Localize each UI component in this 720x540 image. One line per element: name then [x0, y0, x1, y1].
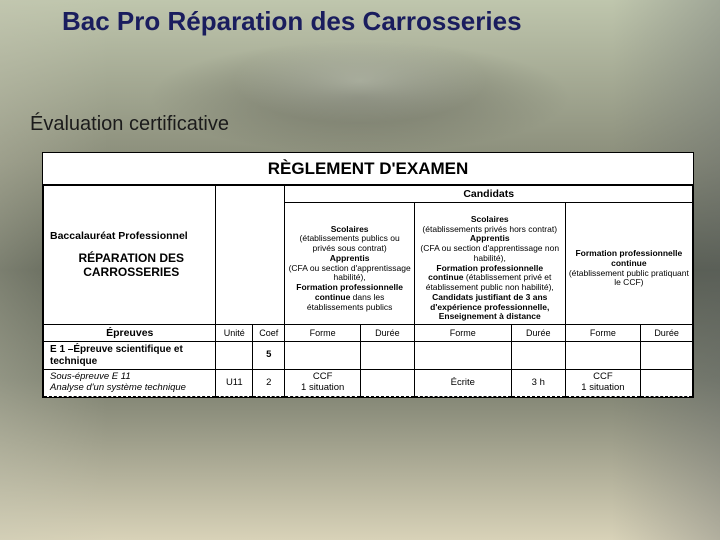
coef-cell: 2 — [253, 370, 285, 397]
candidate-group-3: Formation professionnelle continue(établ… — [565, 203, 692, 325]
page-title: Bac Pro Réparation des Carrosseries — [62, 6, 522, 37]
forme-cell-1: CCF 1 situation — [285, 370, 360, 397]
unite-cell: U11 — [216, 370, 253, 397]
page-subtitle: Évaluation certificative — [30, 113, 229, 136]
table-row: E 1 –Épreuve scientifique et technique 5 — [44, 342, 693, 370]
col-coef: Coef — [253, 325, 285, 342]
exam-heading: RÈGLEMENT D'EXAMEN — [43, 153, 693, 185]
col-forme-2: Forme — [414, 325, 511, 342]
col-unite: Unité — [216, 325, 253, 342]
qual-name-2: CARROSSERIES — [50, 266, 212, 280]
col-forme-3: Forme — [565, 325, 640, 342]
forme-cell-3: CCF 1 situation — [565, 370, 640, 397]
candidates-label: Candidats — [285, 186, 693, 203]
forme-cell-3 — [565, 342, 640, 370]
qual-name-1: RÉPARATION DES — [50, 252, 212, 266]
epreuve-cell: Sous-épreuve E 11 Analyse d'un système t… — [44, 370, 216, 397]
col-duree-3: Durée — [641, 325, 693, 342]
table-row: Sous-épreuve E 11 Analyse d'un système t… — [44, 370, 693, 397]
forme-cell-2: Écrite — [414, 370, 511, 397]
qual-label: Baccalauréat Professionnel — [50, 230, 212, 242]
duree-cell-3 — [641, 370, 693, 397]
sous-epreuve-desc: Analyse d'un système technique — [50, 382, 186, 393]
exam-table: Baccalauréat Professionnel RÉPARATION DE… — [43, 185, 693, 397]
sous-epreuve-label: Sous-épreuve E 11 — [50, 371, 131, 382]
duree-cell-2: 3 h — [511, 370, 565, 397]
unite-cell — [216, 342, 253, 370]
coef-cell: 5 — [253, 342, 285, 370]
candidates-header-row: Baccalauréat Professionnel RÉPARATION DE… — [44, 186, 693, 203]
duree-cell-1 — [360, 370, 414, 397]
duree-cell-2 — [511, 342, 565, 370]
column-headers-row: Épreuves Unité Coef Forme Durée Forme Du… — [44, 325, 693, 342]
col-epreuves: Épreuves — [44, 325, 216, 342]
duree-cell-3 — [641, 342, 693, 370]
qualification-cell: Baccalauréat Professionnel RÉPARATION DE… — [44, 186, 216, 325]
col-forme-1: Forme — [285, 325, 360, 342]
col-duree-2: Durée — [511, 325, 565, 342]
candidate-group-2: Scolaires(établissements privés hors con… — [414, 203, 565, 325]
forme-cell-1 — [285, 342, 360, 370]
candidate-group-1: Scolaires(établissements publics ou priv… — [285, 203, 414, 325]
exam-table-container: RÈGLEMENT D'EXAMEN Baccalauréat Professi… — [42, 152, 694, 398]
col-duree-1: Durée — [360, 325, 414, 342]
duree-cell-1 — [360, 342, 414, 370]
forme-cell-2 — [414, 342, 511, 370]
epreuve-cell: E 1 –Épreuve scientifique et technique — [44, 342, 216, 370]
spacer-cell — [216, 186, 285, 325]
